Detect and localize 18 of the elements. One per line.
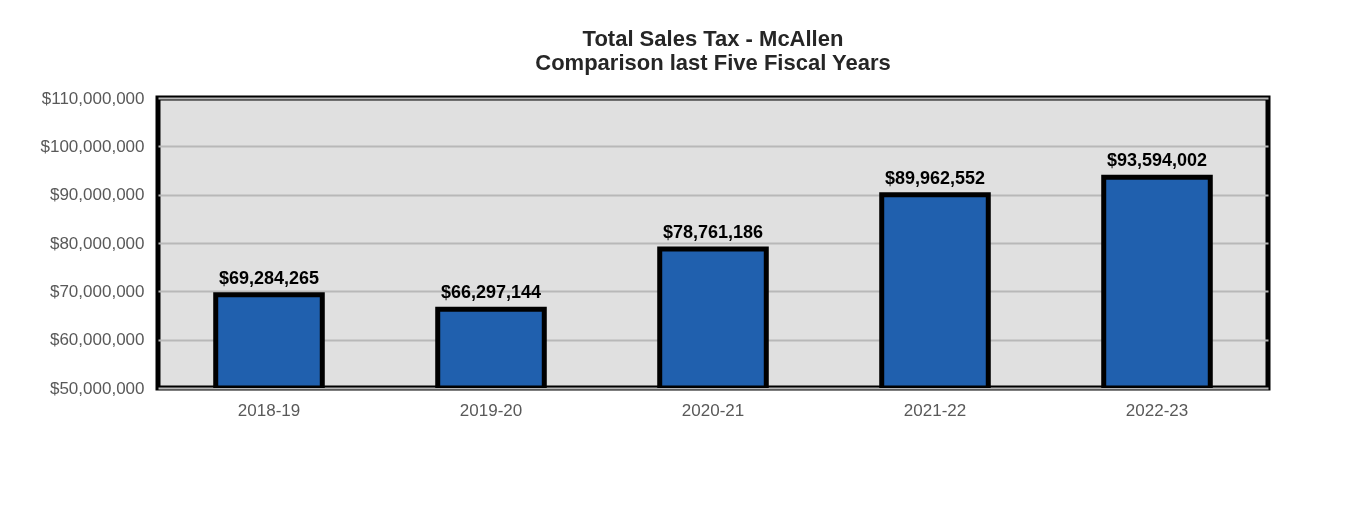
x-tick-label: 2022-23 [1125, 400, 1189, 420]
data-label: $89,962,552 [884, 167, 986, 188]
chart-title: Total Sales Tax - McAllen Comparison last Five Fiscal Years [535, 26, 891, 75]
y-tick-label: $110,000,000 [41, 88, 145, 108]
data-label: $69,284,265 [218, 267, 320, 288]
data-label: $66,297,144 [440, 282, 542, 303]
x-tick-label: 2020-21 [681, 400, 745, 420]
y-tick-label: $60,000,000 [49, 330, 145, 350]
x-tick-label: 2021-22 [903, 400, 967, 420]
data-label: $93,594,002 [1106, 150, 1208, 171]
y-tick-label: $90,000,000 [49, 185, 145, 205]
y-tick-label: $80,000,000 [49, 233, 145, 253]
y-tick-label: $50,000,000 [49, 378, 145, 398]
y-tick-label: $70,000,000 [49, 281, 145, 301]
x-tick-label: 2019-20 [459, 400, 523, 420]
y-tick-label: $100,000,000 [40, 136, 145, 156]
x-tick-label: 2018-19 [237, 400, 301, 420]
data-label: $78,761,186 [662, 221, 764, 242]
